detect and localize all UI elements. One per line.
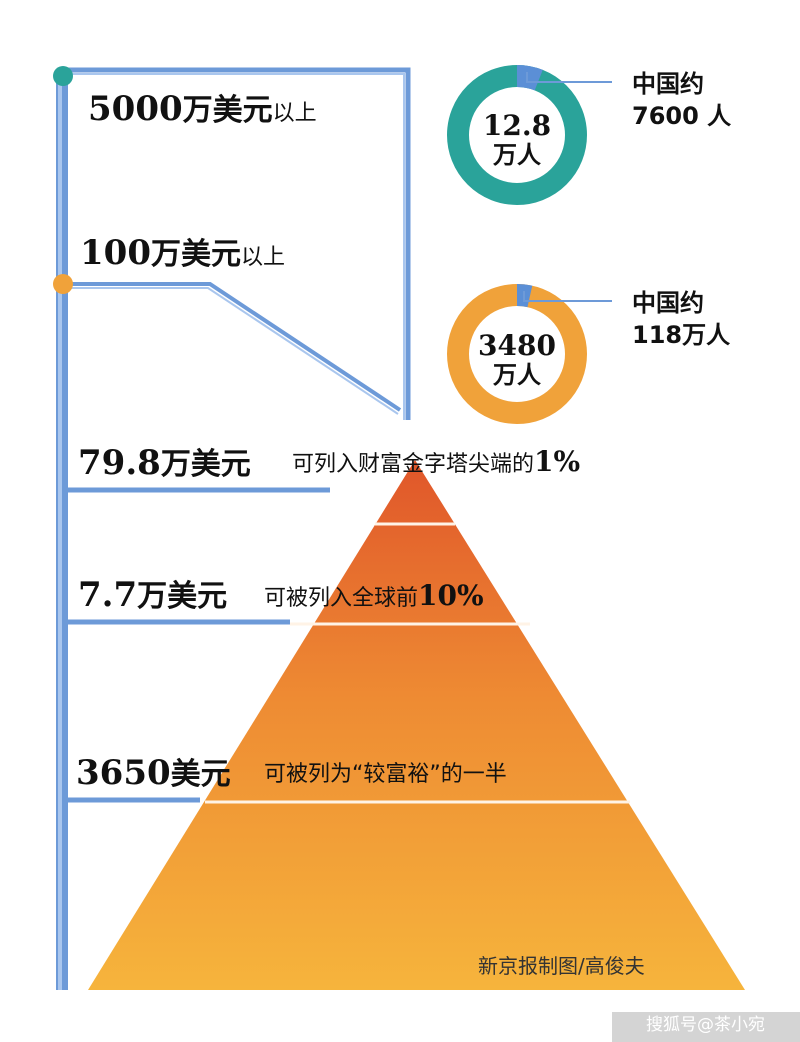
tier-5000-label: 5000万美元以上: [88, 92, 317, 126]
tier-100-suffix: 以上: [240, 245, 285, 270]
tier-798-desc: 可列入财富金字塔尖端的1%: [292, 448, 580, 476]
tier-100-unit: 万美元: [150, 237, 241, 272]
tier-77-label: 7.7万美元: [78, 578, 227, 612]
graphic-credit: 新京报制图/高俊夫: [478, 954, 645, 978]
ring-bottom-unit: 万人: [493, 361, 541, 390]
tier-77-desc: 可被列入全球前10%: [264, 582, 484, 610]
tier-3650-desc: 可被列为“较富裕”的一半: [264, 764, 507, 786]
tier-100-value: 100: [80, 233, 151, 273]
tier-100-label: 100万美元以上: [80, 236, 285, 270]
ring-top-side: 中国约 7600 人: [632, 68, 731, 133]
ring-top-center: 12.8 万人: [467, 109, 567, 170]
ring-top-value: 12.8: [482, 109, 552, 142]
tier-798-desc-text: 可列入财富金字塔尖端的: [292, 452, 535, 477]
ring-bottom-value: 3480: [478, 329, 556, 362]
mid-dot: [53, 274, 73, 294]
top-dot: [53, 66, 73, 86]
tier-3650-unit: 美元: [170, 757, 231, 792]
tier-798-label: 79.8万美元: [78, 446, 251, 480]
ring-bottom-side: 中国约 118万人: [632, 287, 730, 352]
ring-bottom-side-line1: 中国约: [632, 289, 704, 317]
ring-bottom-side-line2: 118万人: [632, 321, 731, 350]
tier-5000-value: 5000: [88, 89, 183, 129]
tier-77-unit: 万美元: [137, 579, 228, 614]
tier-798-value: 79.8: [78, 443, 161, 483]
wealth-pyramid: [88, 460, 745, 990]
tier-3650-value: 3650: [76, 753, 171, 793]
tier-798-unit: 万美元: [160, 447, 251, 482]
donut-top: [447, 65, 587, 205]
ring-bottom-center: 3480 万人: [467, 329, 567, 390]
tier-3650-label: 3650美元: [76, 756, 231, 790]
top-ring-callout: [526, 72, 612, 83]
mid-bracket-line: [62, 282, 402, 412]
tier-77-value: 7.7: [78, 575, 138, 615]
tier-3650-desc-text: 可被列为“较富裕”的一半: [264, 762, 507, 787]
tier-77-desc-text: 可被列入全球前: [264, 586, 419, 611]
tier-798-desc-pct: 1%: [534, 445, 581, 478]
ring-top-unit: 万人: [493, 141, 541, 170]
tier-5000-suffix: 以上: [272, 101, 317, 126]
tier-5000-unit: 万美元: [182, 93, 273, 128]
ring-top-side-line2: 7600 人: [632, 102, 732, 131]
tier-77-desc-pct: 10%: [418, 579, 484, 612]
top-bracket-line: [62, 67, 411, 420]
source-watermark: 搜狐号@茶小宛: [646, 1015, 765, 1035]
bottom-ring-callout: [523, 291, 612, 302]
watermark-bg: [612, 1012, 800, 1042]
ring-top-side-line1: 中国约: [632, 70, 704, 98]
